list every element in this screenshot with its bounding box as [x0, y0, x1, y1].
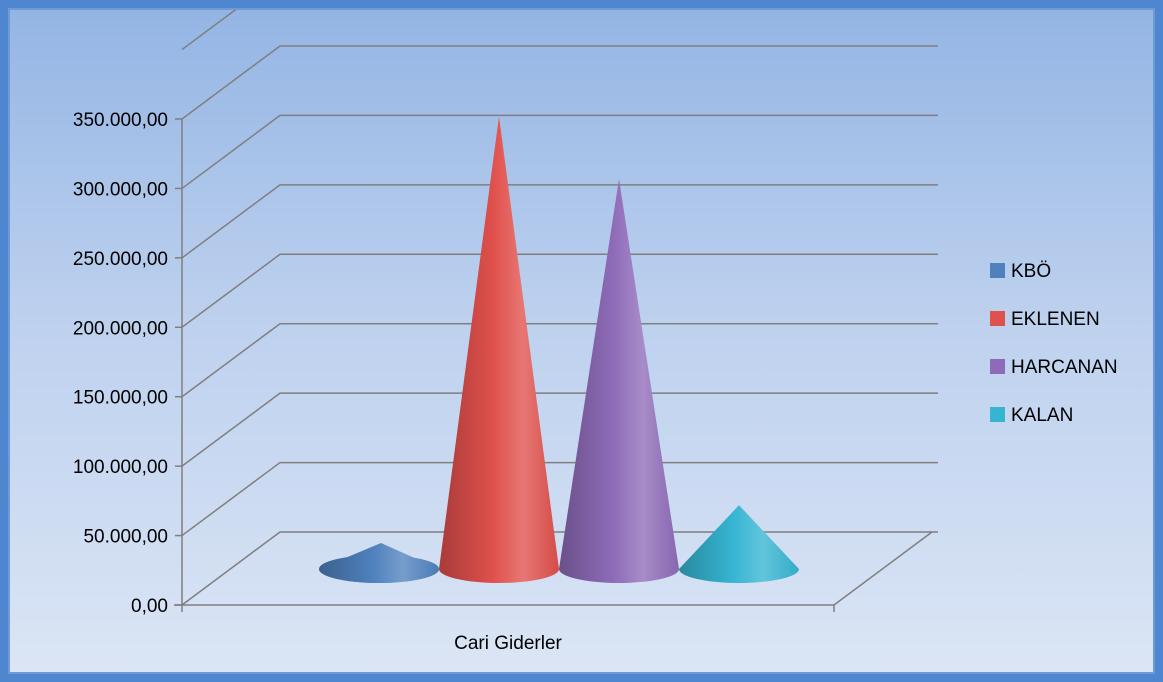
gridline [181, 322, 938, 398]
cone-body [679, 505, 799, 583]
cone-eklenen [439, 116, 559, 583]
gridline [181, 253, 938, 328]
cone-body [559, 178, 679, 583]
cone-kbö [319, 543, 439, 583]
cone-chart: 0,00 50.000,00 100.000,00 150.000,00 200.000… [73, 10, 1118, 654]
cone-series [319, 116, 799, 583]
gridline [181, 10, 237, 51]
y-tick-label: 100.000,00 [73, 457, 168, 478]
y-tick-label: 0,00 [131, 596, 168, 617]
gridline [181, 45, 938, 120]
legend-label: EKLENEN [1011, 309, 1100, 330]
gridline [181, 392, 938, 467]
legend-swatch [990, 311, 1005, 326]
legend: KBÖ EKLENEN HARCANAN KALAN [990, 261, 1118, 426]
y-tick-label: 300.000,00 [73, 179, 168, 200]
gridline [181, 184, 938, 259]
legend-label: HARCANAN [1011, 357, 1118, 378]
y-tick-label: 50.000,00 [83, 527, 168, 548]
gridlines [181, 10, 938, 606]
legend-swatch [990, 359, 1005, 374]
legend-swatch [990, 263, 1005, 278]
y-tick-label: 350.000,00 [73, 110, 168, 131]
cone-body [439, 116, 559, 583]
cone-body [319, 543, 439, 583]
legend-label: KBÖ [1011, 261, 1051, 282]
gridline [181, 114, 938, 190]
y-axis-tick-labels: 0,00 50.000,00 100.000,00 150.000,00 200.000… [73, 110, 182, 617]
y-tick-label: 250.000,00 [73, 249, 168, 270]
gridline [181, 461, 938, 537]
chart-area: 0,00 50.000,00 100.000,00 150.000,00 200.000… [8, 8, 1155, 674]
cone-harcanan [559, 178, 679, 583]
cone-kalan [679, 505, 799, 583]
y-tick-label: 200.000,00 [73, 318, 168, 339]
legend-swatch [990, 407, 1005, 422]
legend-label: KALAN [1011, 405, 1073, 426]
x-category-label: Cari Giderler [454, 633, 562, 654]
axis-outline [181, 119, 933, 606]
y-tick-label: 150.000,00 [73, 388, 168, 409]
